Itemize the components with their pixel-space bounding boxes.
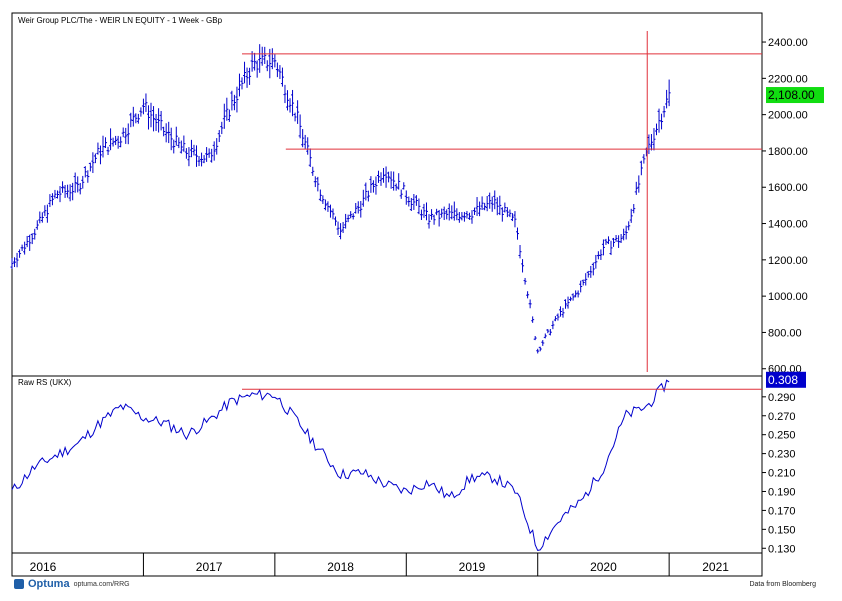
rs-panel-frame	[11, 375, 763, 554]
rs-series-line	[11, 379, 670, 551]
rs-y-tick-label: 0.290	[768, 392, 796, 404]
axis-layer: 600.00800.001000.001200.001400.001600.00…	[30, 37, 824, 576]
rs-y-tick-label: 0.210	[768, 468, 796, 480]
price-y-tick-label: 2200.00	[768, 73, 808, 85]
price-last-value-label: 2,108.00	[768, 88, 815, 102]
rs-y-tick-label: 0.270	[768, 411, 796, 423]
rs-y-tick-label: 0.190	[768, 486, 796, 498]
rs-y-tick-label: 0.170	[768, 505, 796, 517]
brand-name: Optuma	[28, 578, 70, 590]
rs-layer	[11, 379, 762, 551]
x-year-label: 2019	[459, 560, 486, 574]
x-year-label: 2020	[590, 560, 617, 574]
data-source: Data from Bloomberg	[749, 581, 816, 588]
footer-brand: Optuma optuma.com/RRG	[14, 578, 130, 590]
price-y-tick-label: 1000.00	[768, 291, 808, 303]
price-y-tick-label: 2400.00	[768, 37, 808, 49]
rs-panel-title: Raw RS (UKX)	[18, 378, 72, 387]
rs-y-tick-label: 0.230	[768, 449, 796, 461]
x-year-label: 2021	[702, 560, 729, 574]
price-y-tick-label: 1200.00	[768, 255, 808, 267]
x-year-label: 2017	[196, 560, 223, 574]
price-y-tick-label: 2000.00	[768, 110, 808, 122]
rs-last-value-label: 0.308	[768, 373, 798, 387]
rs-y-tick-label: 0.130	[768, 543, 796, 555]
price-y-tick-label: 800.00	[768, 327, 802, 339]
rs-y-tick-label: 0.250	[768, 430, 796, 442]
price-last-value-badge	[766, 87, 824, 104]
optuma-logo-icon	[14, 579, 24, 589]
x-axis-band	[11, 552, 763, 577]
price-panel-frame	[11, 12, 763, 377]
rs-y-tick-label: 0.150	[768, 524, 796, 536]
brand-url: optuma.com/RRG	[73, 580, 130, 588]
price-y-tick-label: 1800.00	[768, 146, 808, 158]
price-layer	[10, 31, 762, 372]
price-panel-title: Weir Group PLC/The - WEIR LN EQUITY - 1 …	[18, 16, 223, 25]
price-y-tick-label: 1400.00	[768, 219, 808, 231]
x-year-label: 2018	[327, 560, 354, 574]
x-year-label: 2016	[30, 560, 57, 574]
price-y-tick-label: 1600.00	[768, 182, 808, 194]
rs-last-value-badge	[766, 371, 806, 388]
